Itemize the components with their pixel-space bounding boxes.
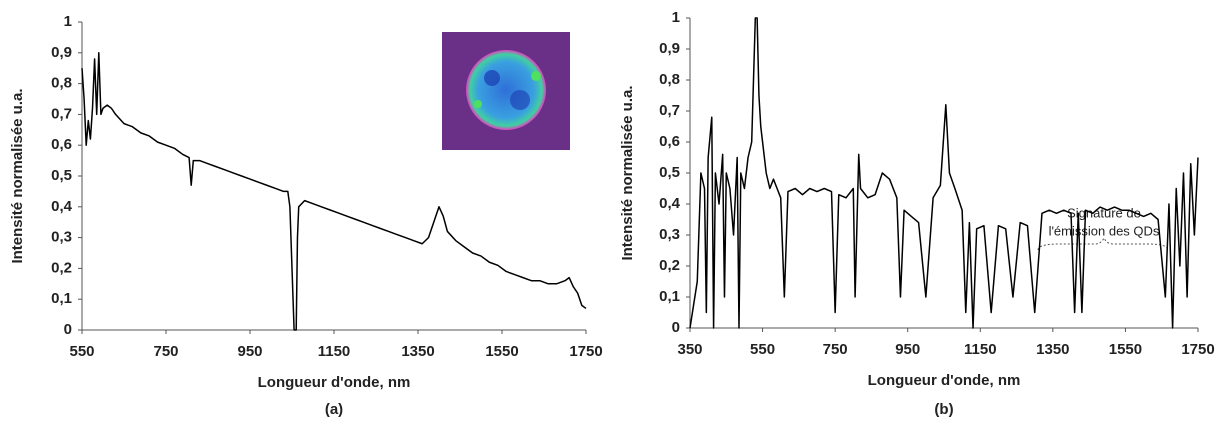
inset-spot	[484, 70, 500, 86]
y-tick-label: 0,3	[51, 229, 72, 246]
x-tick-label: 1750	[1181, 341, 1214, 358]
y-tick-label: 0,3	[659, 226, 680, 243]
x-tick-label: 1150	[318, 343, 351, 360]
x-tick-label: 1550	[1109, 341, 1142, 358]
y-tick-label: 0,9	[659, 40, 680, 57]
spectrum-line	[81, 52, 587, 331]
y-tick-label: 0,4	[659, 195, 681, 212]
y-tick-label: 0,8	[659, 71, 680, 88]
caption: (b)	[934, 401, 953, 418]
y-tick-label: 0	[64, 321, 72, 338]
y-tick-label: 0,5	[51, 167, 72, 184]
y-tick-label: 0,7	[659, 102, 680, 119]
y-tick-label: 0,7	[51, 105, 72, 122]
y-tick-label: 1	[672, 9, 680, 26]
y-tick-label: 0	[672, 319, 680, 336]
y-tick-label: 0,5	[659, 164, 680, 181]
inset-spot	[531, 71, 541, 81]
y-tick-label: 0,6	[51, 136, 72, 153]
inset-image	[442, 32, 570, 150]
caption: (a)	[325, 401, 343, 418]
x-tick-label: 750	[153, 343, 178, 360]
y-tick-label: 0,1	[51, 290, 72, 307]
x-tick-label: 350	[677, 341, 702, 358]
inset-spot	[474, 100, 482, 108]
y-tick-label: 0,6	[659, 133, 680, 150]
y-tick-label: 0,8	[51, 75, 72, 92]
x-tick-label: 950	[237, 343, 262, 360]
x-tick-label: 1350	[1036, 341, 1069, 358]
y-tick-label: 0,2	[659, 257, 680, 274]
y-tick-label: 1	[64, 13, 72, 30]
x-tick-label: 1550	[485, 343, 518, 360]
annotation-brace	[1037, 236, 1169, 251]
inset-particle	[466, 50, 546, 130]
x-tick-label: 550	[750, 341, 775, 358]
annotation: l'émission des QDs	[1049, 223, 1160, 238]
x-tick-label: 1350	[401, 343, 434, 360]
y-axis-label: Intensité normalisée u.a.	[9, 88, 26, 263]
x-axis-label: Longueur d'onde, nm	[258, 374, 411, 391]
y-tick-label: 0,9	[51, 44, 72, 61]
y-tick-label: 0,4	[51, 198, 73, 215]
y-tick-label: 0,2	[51, 259, 72, 276]
y-tick-label: 0,1	[659, 288, 680, 305]
x-tick-label: 750	[823, 341, 848, 358]
x-axis-label: Longueur d'onde, nm	[868, 372, 1021, 389]
inset-spot	[510, 90, 530, 110]
spectrum-line	[689, 17, 1199, 329]
y-axis-label: Intensité normalisée u.a.	[619, 85, 636, 260]
x-tick-label: 1150	[964, 341, 997, 358]
x-tick-label: 550	[69, 343, 94, 360]
x-tick-label: 1750	[569, 343, 602, 360]
x-tick-label: 950	[895, 341, 920, 358]
